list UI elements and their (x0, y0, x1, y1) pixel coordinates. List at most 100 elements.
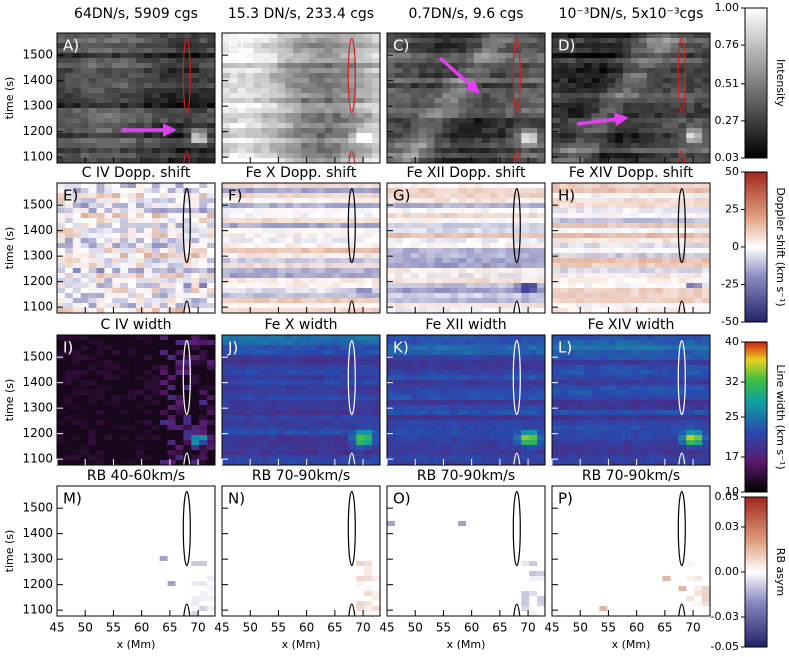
image-cell (285, 223, 293, 228)
image-cell (269, 58, 277, 63)
image-cell (207, 108, 215, 113)
image-cell (89, 133, 97, 138)
image-cell (73, 283, 81, 288)
image-cell (128, 415, 136, 420)
image-cell (309, 238, 317, 243)
image-cell (301, 268, 309, 273)
image-cell (262, 298, 270, 303)
image-cell (560, 218, 568, 223)
image-cell (246, 68, 254, 73)
image-cell (458, 128, 466, 133)
image-cell (607, 108, 615, 113)
image-cell (639, 33, 647, 38)
image-cell (599, 98, 607, 103)
image-cell (246, 263, 254, 268)
image-cell (403, 113, 411, 118)
image-cell (293, 153, 301, 158)
image-cell (411, 238, 419, 243)
image-cell (97, 248, 105, 253)
image-cell (592, 153, 600, 158)
image-cell (222, 98, 230, 103)
image-cell (490, 258, 498, 263)
image-cell (615, 203, 623, 208)
image-cell (702, 88, 710, 93)
image-cell (702, 68, 710, 73)
image-cell (207, 223, 215, 228)
image-cell (152, 153, 160, 158)
image-cell (411, 93, 419, 98)
image-cell (702, 63, 710, 68)
image-cell (301, 303, 309, 308)
image-cell (89, 370, 97, 375)
image-cell (238, 88, 246, 93)
image-cell (702, 228, 710, 233)
image-cell (655, 148, 663, 153)
image-cell (168, 385, 176, 390)
image-cell (73, 258, 81, 263)
image-cell (183, 128, 191, 133)
image-cell (317, 293, 325, 298)
image-cell (686, 203, 694, 208)
image-cell (560, 148, 568, 153)
image-cell (277, 278, 285, 283)
image-cell (592, 193, 600, 198)
image-cell (128, 390, 136, 395)
colorbar-tick-label: 1.00 (715, 1, 740, 14)
image-cell (120, 268, 128, 273)
image-cell (592, 48, 600, 53)
image-cell (364, 203, 372, 208)
image-cell (144, 233, 152, 238)
image-cell (97, 183, 105, 188)
image-cell (104, 73, 112, 78)
image-cell (57, 420, 65, 425)
image-cell (81, 38, 89, 43)
image-cell (81, 208, 89, 213)
image-cell (309, 83, 317, 88)
image-cell (120, 198, 128, 203)
image-cell (552, 213, 560, 218)
image-cell (678, 113, 686, 118)
image-cell (160, 103, 168, 108)
image-cell (222, 420, 230, 425)
image-cell (317, 68, 325, 73)
image-cell (427, 123, 435, 128)
image-cell (599, 303, 607, 308)
image-cell (474, 183, 482, 188)
image-cell (230, 123, 238, 128)
image-cell (238, 213, 246, 218)
image-cell (97, 380, 105, 385)
image-cell (458, 63, 466, 68)
image-cell (450, 193, 458, 198)
image-cell (498, 113, 506, 118)
image-cell (176, 298, 184, 303)
image-cell (57, 390, 65, 395)
image-cell (325, 43, 333, 48)
image-cell (317, 43, 325, 48)
image-cell (269, 63, 277, 68)
image-cell (671, 93, 679, 98)
image-cell (576, 238, 584, 243)
image-cell (301, 63, 309, 68)
image-cell (474, 128, 482, 133)
image-cell (513, 33, 521, 38)
image-cell (655, 258, 663, 263)
image-cell (498, 128, 506, 133)
image-cell (442, 68, 450, 73)
image-cell (623, 283, 631, 288)
image-cell (607, 268, 615, 273)
image-cell (356, 138, 364, 143)
image-cell (128, 278, 136, 283)
image-cell (427, 258, 435, 263)
image-cell (277, 183, 285, 188)
image-cell (686, 228, 694, 233)
image-cell (152, 223, 160, 228)
image-cell (254, 380, 262, 385)
image-cell (434, 38, 442, 43)
image-cell (104, 370, 112, 375)
image-cell (529, 98, 537, 103)
image-cell (168, 420, 176, 425)
image-cell (568, 128, 576, 133)
image-cell (521, 33, 529, 38)
image-cell (490, 288, 498, 293)
image-cell (269, 38, 277, 43)
